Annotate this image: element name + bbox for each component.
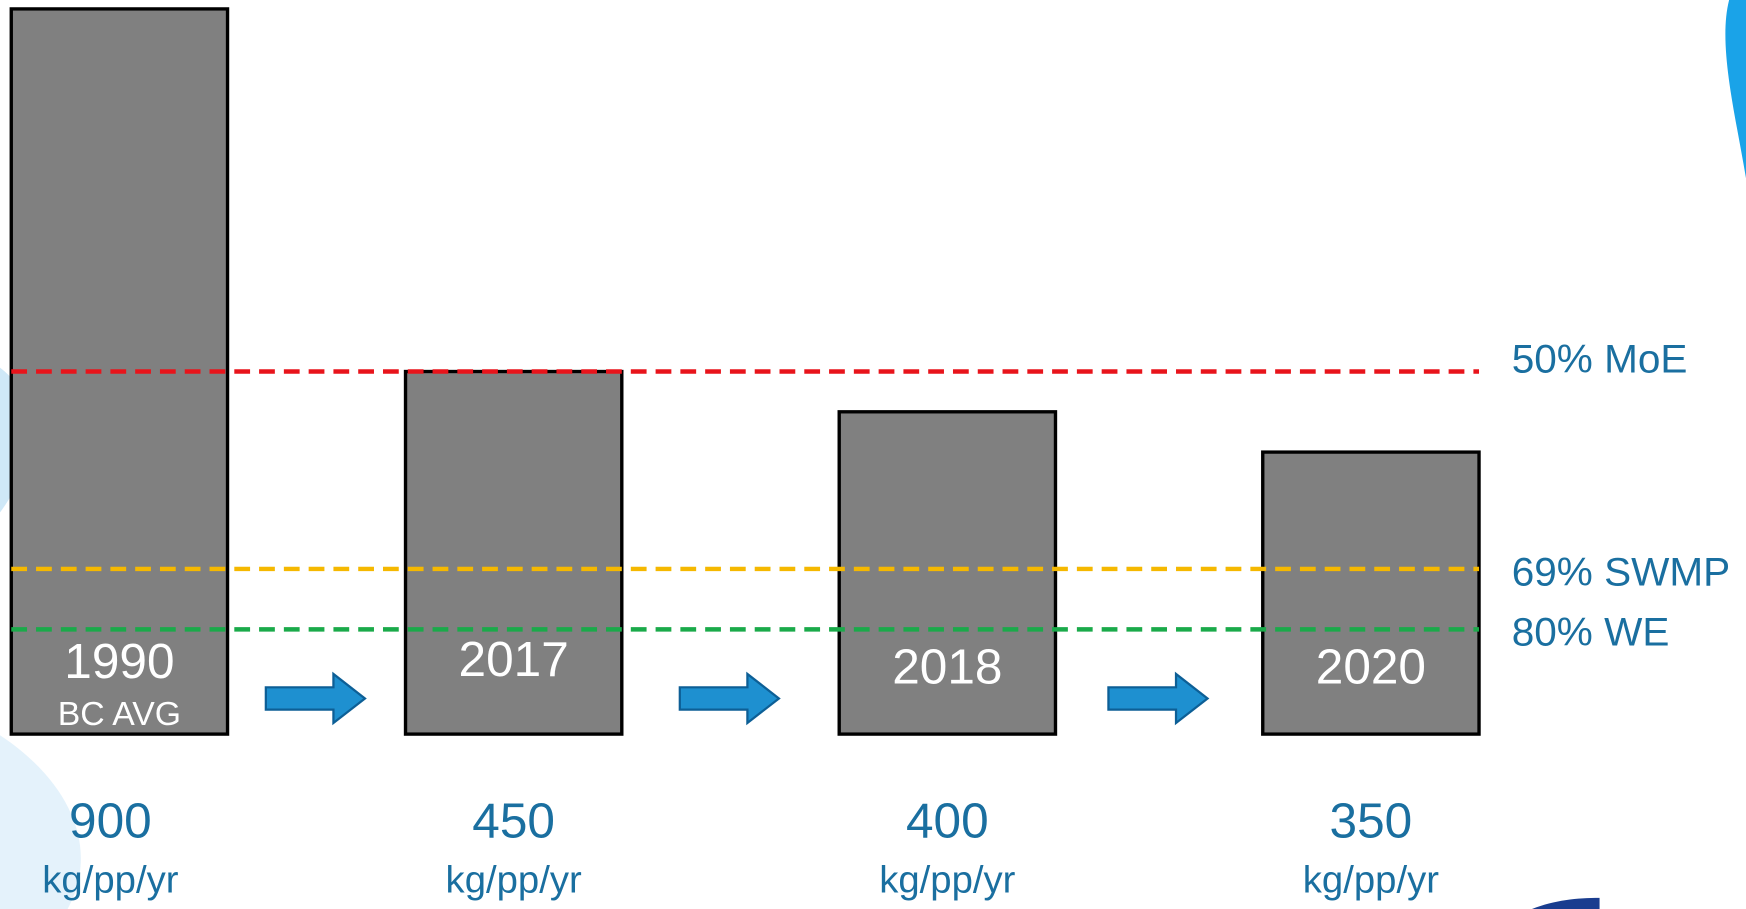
decoration (1725, 0, 1746, 179)
reference-label: 80% WE (1512, 609, 1670, 655)
arrow (264, 671, 367, 726)
value-label: 400 (906, 794, 989, 849)
reference-label: 69% SWMP (1512, 549, 1731, 595)
bar (1261, 450, 1481, 736)
category-label: 2018 (892, 640, 1002, 695)
arrow (678, 671, 781, 726)
unit-label: kg/pp/yr (446, 859, 583, 901)
value-label: 900 (69, 794, 152, 849)
category-label: 2020 (1316, 640, 1426, 695)
reference-label: 50% MoE (1512, 336, 1688, 382)
category-label: 1990 (64, 634, 174, 689)
value-label: 350 (1330, 794, 1413, 849)
bar (403, 369, 624, 736)
decoration (1531, 897, 1600, 909)
unit-label: kg/pp/yr (879, 859, 1016, 901)
unit-label: kg/pp/yr (1303, 859, 1440, 901)
bar (837, 410, 1058, 736)
value-label: 450 (472, 794, 555, 849)
arrow (1107, 671, 1210, 726)
arrows (264, 671, 1210, 726)
category-note: BC AVG (58, 696, 181, 733)
category-label: 2017 (459, 632, 569, 687)
unit-label: kg/pp/yr (42, 859, 179, 901)
decoration (0, 735, 81, 909)
